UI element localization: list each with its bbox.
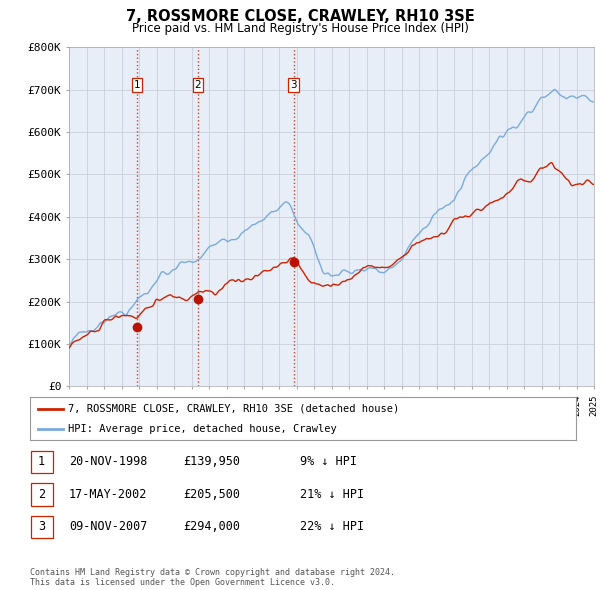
Text: 3: 3 xyxy=(38,520,45,533)
Text: HPI: Average price, detached house, Crawley: HPI: Average price, detached house, Craw… xyxy=(68,424,337,434)
Text: 1: 1 xyxy=(134,80,140,90)
Text: 7, ROSSMORE CLOSE, CRAWLEY, RH10 3SE (detached house): 7, ROSSMORE CLOSE, CRAWLEY, RH10 3SE (de… xyxy=(68,404,400,414)
Text: This data is licensed under the Open Government Licence v3.0.: This data is licensed under the Open Gov… xyxy=(30,578,335,588)
Text: 2: 2 xyxy=(38,488,45,501)
Text: 21% ↓ HPI: 21% ↓ HPI xyxy=(300,488,364,501)
Text: 2: 2 xyxy=(194,80,201,90)
Text: 1: 1 xyxy=(38,455,45,468)
Text: £294,000: £294,000 xyxy=(183,520,240,533)
Text: 09-NOV-2007: 09-NOV-2007 xyxy=(69,520,148,533)
Text: 3: 3 xyxy=(290,80,297,90)
Text: £205,500: £205,500 xyxy=(183,488,240,501)
Text: Contains HM Land Registry data © Crown copyright and database right 2024.: Contains HM Land Registry data © Crown c… xyxy=(30,568,395,577)
Text: 17-MAY-2002: 17-MAY-2002 xyxy=(69,488,148,501)
Text: £139,950: £139,950 xyxy=(183,455,240,468)
Text: 9% ↓ HPI: 9% ↓ HPI xyxy=(300,455,357,468)
Text: 20-NOV-1998: 20-NOV-1998 xyxy=(69,455,148,468)
Text: 22% ↓ HPI: 22% ↓ HPI xyxy=(300,520,364,533)
Text: 7, ROSSMORE CLOSE, CRAWLEY, RH10 3SE: 7, ROSSMORE CLOSE, CRAWLEY, RH10 3SE xyxy=(125,9,475,24)
Text: Price paid vs. HM Land Registry's House Price Index (HPI): Price paid vs. HM Land Registry's House … xyxy=(131,22,469,35)
